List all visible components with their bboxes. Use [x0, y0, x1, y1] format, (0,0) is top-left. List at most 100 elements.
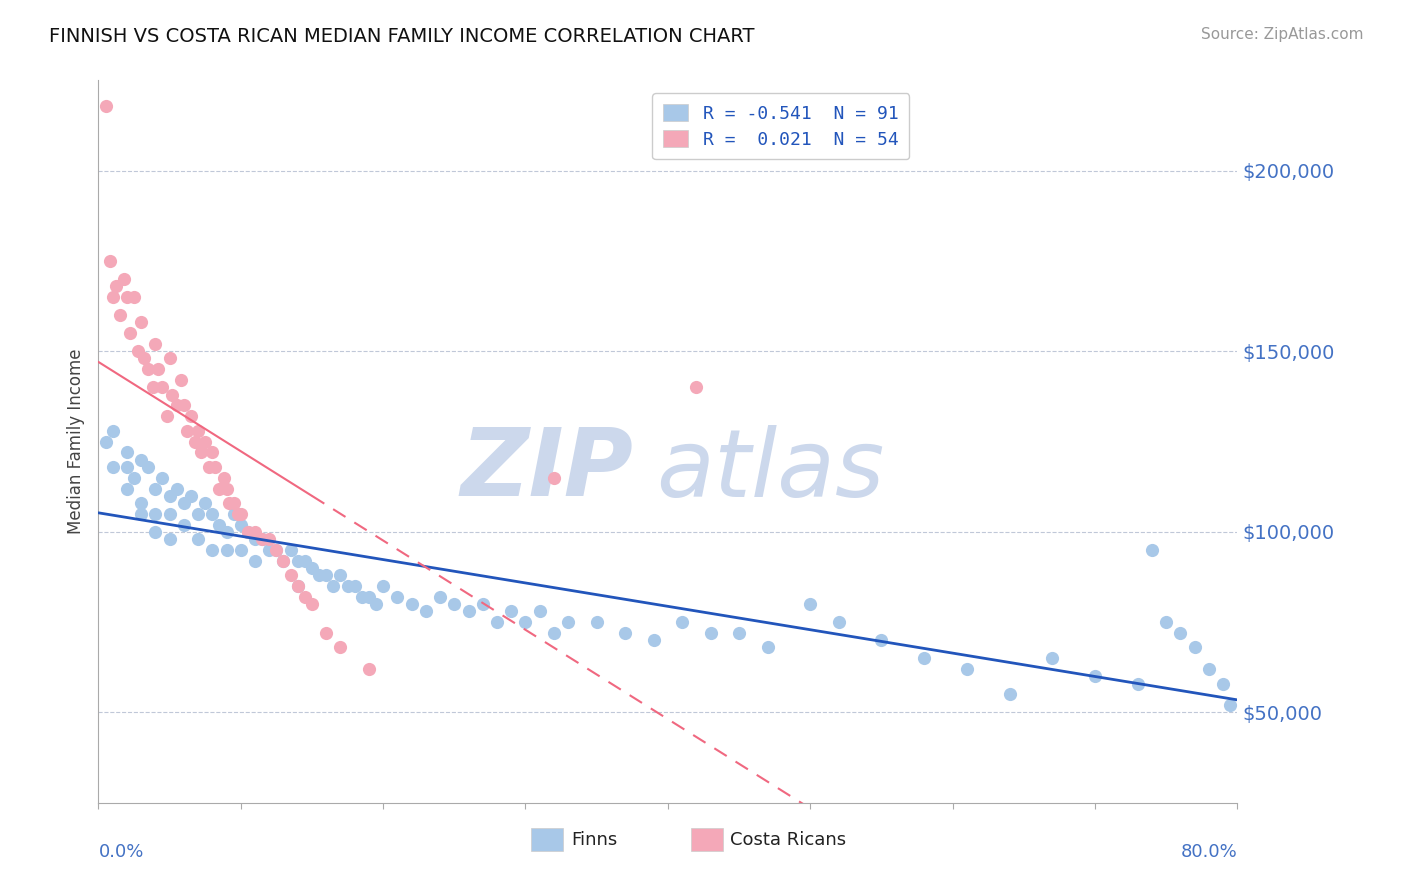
Text: Finns: Finns	[571, 830, 617, 848]
Point	[243, 554, 266, 568]
Point	[308, 568, 330, 582]
Point	[159, 532, 181, 546]
Point	[122, 470, 145, 484]
Point	[486, 615, 509, 630]
Point	[956, 662, 979, 676]
Point	[643, 633, 665, 648]
Point	[501, 604, 523, 618]
Point	[280, 542, 302, 557]
Point	[112, 272, 135, 286]
Point	[226, 507, 249, 521]
Point	[159, 507, 181, 521]
Point	[129, 452, 152, 467]
Point	[194, 434, 217, 449]
Point	[336, 579, 359, 593]
Point	[343, 579, 366, 593]
Point	[301, 561, 323, 575]
Point	[585, 615, 607, 630]
Point	[198, 459, 221, 474]
Point	[614, 626, 637, 640]
Point	[98, 253, 121, 268]
Point	[156, 409, 179, 424]
Point	[671, 615, 693, 630]
Point	[194, 496, 217, 510]
Point	[350, 590, 373, 604]
Point	[115, 482, 138, 496]
Point	[176, 424, 198, 438]
Point	[1154, 615, 1177, 630]
Point	[273, 554, 295, 568]
Point	[273, 554, 295, 568]
Text: FINNISH VS COSTA RICAN MEDIAN FAMILY INCOME CORRELATION CHART: FINNISH VS COSTA RICAN MEDIAN FAMILY INC…	[49, 27, 755, 45]
Point	[301, 597, 323, 611]
Point	[912, 651, 935, 665]
Point	[122, 290, 145, 304]
Point	[215, 482, 238, 496]
Point	[218, 496, 240, 510]
Point	[148, 362, 170, 376]
Point	[1184, 640, 1206, 655]
Point	[1140, 542, 1163, 557]
Point	[287, 554, 309, 568]
Point	[129, 496, 152, 510]
Point	[294, 590, 316, 604]
Point	[94, 434, 117, 449]
Point	[108, 308, 131, 322]
Point	[259, 532, 281, 546]
Point	[364, 597, 387, 611]
Point	[173, 517, 195, 532]
Point	[222, 507, 245, 521]
Point	[236, 524, 259, 539]
Point	[208, 482, 231, 496]
Point	[429, 590, 451, 604]
Point	[515, 615, 537, 630]
Point	[152, 380, 174, 394]
Point	[471, 597, 494, 611]
Point	[145, 507, 167, 521]
Point	[201, 542, 224, 557]
Point	[115, 445, 138, 459]
Point	[101, 290, 124, 304]
Point	[1040, 651, 1063, 665]
Point	[1084, 669, 1107, 683]
Point	[287, 579, 309, 593]
Point	[166, 398, 188, 412]
FancyBboxPatch shape	[690, 828, 723, 851]
Point	[728, 626, 751, 640]
Point	[215, 542, 238, 557]
Point	[266, 542, 288, 557]
Point	[104, 279, 127, 293]
Point	[187, 424, 209, 438]
Point	[94, 98, 117, 112]
Point	[190, 445, 212, 459]
Point	[229, 542, 252, 557]
Point	[294, 554, 316, 568]
Point	[187, 532, 209, 546]
Point	[315, 626, 337, 640]
Point	[132, 351, 155, 366]
Point	[315, 568, 337, 582]
Point	[136, 362, 159, 376]
Point	[457, 604, 479, 618]
Point	[543, 470, 565, 484]
Point	[243, 524, 266, 539]
Point	[1198, 662, 1220, 676]
Text: 80.0%: 80.0%	[1181, 843, 1237, 861]
Point	[115, 290, 138, 304]
Point	[145, 524, 167, 539]
Point	[159, 351, 181, 366]
Point	[141, 380, 163, 394]
Point	[756, 640, 779, 655]
Point	[212, 470, 235, 484]
Point	[101, 459, 124, 474]
Point	[173, 496, 195, 510]
Point	[373, 579, 395, 593]
Point	[870, 633, 893, 648]
Point	[129, 315, 152, 329]
Point	[222, 496, 245, 510]
Point	[329, 568, 352, 582]
Point	[685, 380, 707, 394]
Point	[145, 337, 167, 351]
Point	[145, 482, 167, 496]
Point	[162, 387, 184, 401]
